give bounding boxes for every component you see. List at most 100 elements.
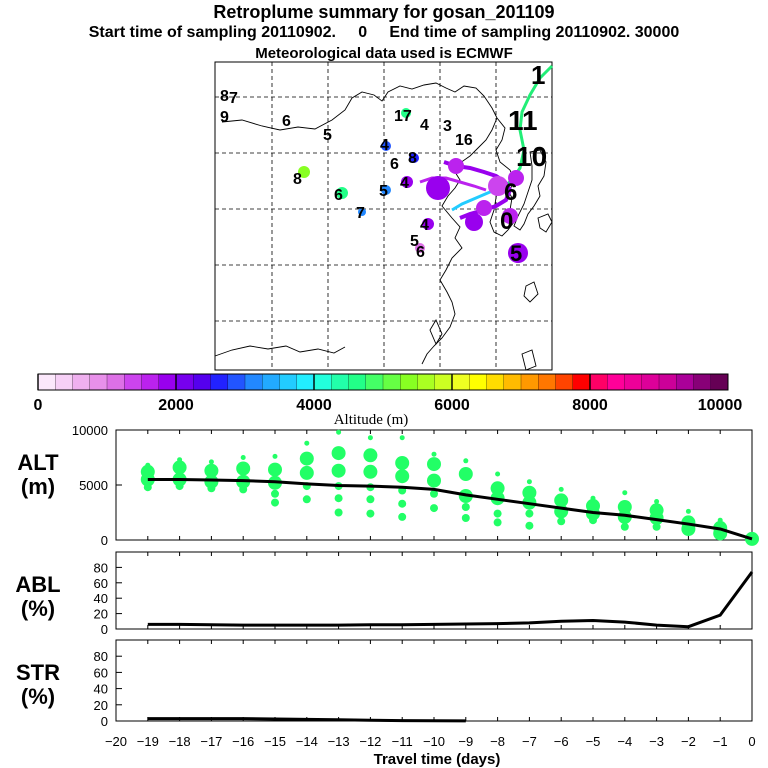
colorbar-cell	[538, 374, 556, 390]
map-label: 5	[510, 241, 522, 266]
y-tick-label: 10000	[72, 423, 108, 438]
colorbar-cell	[607, 374, 625, 390]
alt-cluster-point	[617, 500, 632, 514]
colorbar-cell	[452, 374, 470, 390]
alt-cluster-point	[208, 459, 214, 465]
map-label: 5	[410, 233, 419, 250]
colorbar-cell	[521, 374, 539, 390]
colorbar-cell	[279, 374, 298, 390]
alt-cluster-point	[652, 522, 661, 531]
alt-cluster-point	[654, 499, 660, 504]
alt-cluster-point	[366, 495, 375, 504]
alt-cluster-point	[557, 517, 566, 526]
alt-cluster-point	[304, 440, 310, 446]
alt-cluster-point	[461, 514, 470, 522]
alt-cluster-point	[463, 458, 469, 464]
alt-cluster-point	[493, 518, 502, 527]
y-tick-label: 0	[101, 714, 108, 729]
colorbar-cell	[314, 374, 332, 390]
colorbar-cell	[55, 374, 73, 390]
colorbar-cell	[141, 374, 160, 390]
map-label: 4	[400, 175, 409, 192]
alt-cluster-point	[431, 451, 437, 457]
alt-cluster-point	[427, 457, 441, 472]
map-label: 6	[282, 113, 291, 130]
panel-ylabel-line: ALT	[17, 450, 59, 475]
colorbar-cell	[469, 374, 487, 390]
x-tick-label: −6	[554, 734, 569, 749]
abl-line	[147, 571, 754, 629]
colorbar-tick-label: 6000	[434, 397, 470, 414]
x-tick-label: −18	[169, 734, 191, 749]
colorbar-cell	[693, 374, 712, 390]
y-tick-label: 5000	[79, 478, 108, 493]
colorbar-cell	[555, 374, 574, 390]
colorbar-cell	[158, 374, 177, 390]
x-tick-label: 0	[748, 734, 755, 749]
alt-cluster-point	[554, 493, 569, 508]
panel-ylabel-line: (m)	[21, 474, 55, 499]
colorbar-cell	[262, 374, 280, 390]
map-cluster-circle	[508, 243, 528, 263]
alt-cluster-point	[430, 489, 438, 498]
map-cluster-circle	[422, 218, 434, 230]
alt-cluster-point	[268, 462, 282, 477]
colorbar-cell	[417, 374, 436, 390]
x-tick-label: −17	[200, 734, 222, 749]
y-tick-label: 0	[101, 622, 108, 637]
map-label: 8	[220, 88, 229, 105]
alt-cluster-point	[620, 522, 629, 531]
colorbar-tick-label: 8000	[572, 397, 608, 414]
alt-cluster-point	[617, 509, 632, 524]
colorbar-cell	[641, 374, 660, 390]
colorbar-cell	[434, 374, 453, 390]
map-label: 4	[420, 217, 429, 234]
colorbar-tick-label: 2000	[158, 397, 194, 414]
y-tick-label: 0	[101, 533, 108, 548]
x-tick-label: −1	[713, 734, 728, 749]
y-tick-label: 80	[94, 560, 108, 575]
map-label: 9	[220, 109, 229, 126]
chart-title: Retroplume summary for gosan_201109	[213, 2, 555, 22]
alt-cluster-point	[299, 451, 314, 466]
alt-cluster-point	[175, 482, 184, 491]
sampling-period: Start time of sampling 20110902. 0 End t…	[88, 24, 680, 41]
map-label: 6	[334, 187, 343, 204]
colorbar-cell	[245, 374, 263, 390]
panel-ylabel-line: (%)	[21, 684, 55, 709]
map-label: 16	[455, 132, 473, 149]
map-cluster-circle	[415, 243, 425, 253]
x-tick-label: −20	[105, 734, 127, 749]
y-tick-label: 40	[94, 591, 108, 606]
colorbar-cell	[348, 374, 367, 390]
alt-cluster-point	[207, 484, 216, 493]
y-tick-label: 80	[94, 649, 108, 664]
colorbar-cell	[124, 374, 142, 390]
panel-ylabel: ABL (%)	[15, 572, 60, 621]
alt-cluster-point	[240, 455, 246, 460]
alt-cluster-point	[398, 512, 407, 521]
x-tick-label: −9	[458, 734, 473, 749]
colorbar-cell	[572, 374, 591, 390]
map-cluster-circle	[448, 158, 464, 174]
plume-circles	[298, 108, 528, 263]
map-cluster-circle	[336, 187, 348, 199]
colorbar-cell	[210, 374, 229, 390]
map-cluster-circle	[401, 176, 413, 188]
alt-cluster-point	[271, 498, 279, 507]
str-line	[147, 717, 466, 723]
alt-cluster-point	[395, 456, 410, 470]
colorbar-cell	[296, 374, 315, 390]
x-tick-label: −11	[392, 734, 413, 749]
map-cluster-circle	[502, 208, 518, 224]
alt-cluster-point	[334, 494, 343, 503]
map-cluster-circle	[476, 200, 492, 216]
map-label: 4	[380, 137, 389, 154]
x-tick-label: −12	[359, 734, 381, 749]
map-label: 8	[293, 171, 302, 188]
alt-cluster-point	[622, 490, 628, 496]
map-label: 1	[531, 60, 545, 90]
colorbar-cell	[710, 374, 729, 390]
